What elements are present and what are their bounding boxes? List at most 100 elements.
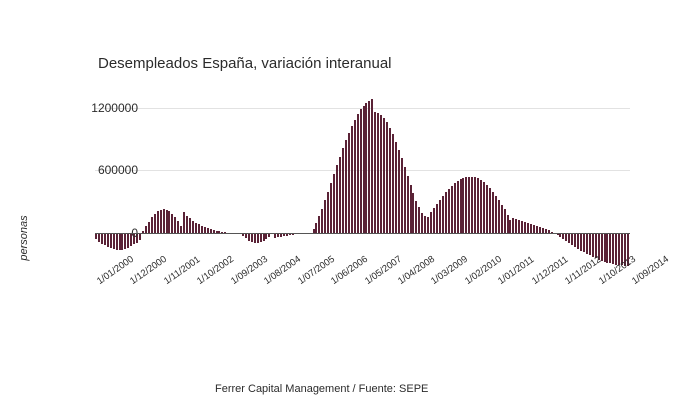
- chart-title: Desempleados España, variación interanua…: [98, 55, 392, 72]
- data-bar-81: [333, 174, 335, 233]
- data-bar-133: [486, 185, 488, 233]
- data-bar-131: [480, 180, 482, 233]
- data-bar-144: [518, 220, 520, 233]
- data-bar-102: [395, 142, 397, 234]
- data-bar-93: [368, 101, 370, 234]
- data-bar-27: [174, 217, 176, 233]
- data-bar-130: [477, 178, 479, 233]
- data-bar-109: [415, 201, 417, 233]
- y-axis-tick-1200000: 1200000: [78, 101, 138, 115]
- data-bar-32: [189, 218, 191, 233]
- data-bar-91: [363, 106, 365, 234]
- data-bar-132: [483, 182, 485, 233]
- data-bar-83: [339, 157, 341, 233]
- data-bar-90: [360, 109, 362, 233]
- data-bar-55: [257, 233, 259, 243]
- data-bar-173: [604, 233, 606, 262]
- data-bar-146: [524, 222, 526, 233]
- data-bar-101: [392, 134, 394, 233]
- data-bar-107: [410, 185, 412, 233]
- data-bar-84: [342, 148, 344, 233]
- data-bar-56: [260, 233, 262, 242]
- data-bar-111: [421, 213, 423, 233]
- data-bar-79: [327, 192, 329, 233]
- data-bar-128: [471, 177, 473, 233]
- data-bar-54: [254, 233, 256, 243]
- data-bar-24: [166, 210, 168, 234]
- y-axis-tick-600000: 600000: [78, 163, 138, 177]
- data-bar-26: [171, 214, 173, 234]
- data-bar-143: [515, 219, 517, 234]
- data-bar-53: [251, 233, 253, 242]
- data-bar-76: [318, 216, 320, 233]
- data-bar-162: [571, 233, 573, 245]
- data-bar-166: [583, 233, 585, 252]
- data-bar-165: [580, 233, 582, 250]
- data-bar-30: [183, 212, 185, 233]
- data-bar-92: [365, 103, 367, 234]
- data-bar-22: [160, 210, 162, 233]
- x-axis-tick-1-09-2014: 1/09/2014: [630, 254, 671, 287]
- data-bar-117: [439, 200, 441, 233]
- data-bar-20: [154, 214, 156, 233]
- data-bar-87: [351, 126, 353, 233]
- footer-credit: Ferrer Capital Management / Fuente: SEPE: [215, 383, 428, 395]
- data-bar-25: [168, 211, 170, 233]
- data-bar-95: [374, 112, 376, 233]
- data-bar-119: [445, 192, 447, 233]
- data-bar-94: [371, 99, 373, 233]
- data-bar-23: [163, 209, 165, 233]
- data-bar-88: [354, 120, 356, 233]
- data-bar-160: [565, 233, 567, 241]
- data-bar-127: [468, 177, 470, 233]
- data-bar-28: [177, 221, 179, 233]
- data-bar-96: [377, 113, 379, 233]
- data-bar-103: [398, 150, 400, 233]
- data-bar-114: [430, 212, 432, 233]
- data-bar-141: [509, 220, 511, 233]
- data-bar-150: [536, 226, 538, 233]
- zero-axis-line: [95, 233, 630, 234]
- data-bar-126: [465, 177, 467, 233]
- data-bar-145: [521, 221, 523, 233]
- data-bar-57: [263, 233, 265, 241]
- data-bar-161: [568, 233, 570, 243]
- data-bar-105: [404, 167, 406, 233]
- data-bar-77: [321, 209, 323, 234]
- data-bar-136: [495, 196, 497, 234]
- data-bar-121: [451, 186, 453, 233]
- data-bar-112: [424, 216, 426, 233]
- data-bar-97: [380, 115, 382, 234]
- data-bar-124: [460, 179, 462, 233]
- data-bar-29: [180, 226, 182, 233]
- data-bar-34: [195, 223, 197, 234]
- data-bar-122: [454, 183, 456, 233]
- data-bar-118: [442, 196, 444, 233]
- data-bar-125: [462, 178, 464, 233]
- data-bar-142: [512, 218, 514, 234]
- data-bar-134: [489, 188, 491, 233]
- data-bar-98: [383, 118, 385, 234]
- data-bar-149: [533, 225, 535, 233]
- data-bar-137: [498, 200, 500, 233]
- data-bar-148: [530, 224, 532, 233]
- data-bar-52: [248, 233, 250, 240]
- data-bar-33: [192, 221, 194, 234]
- data-bar-163: [574, 233, 576, 247]
- data-bar-167: [586, 233, 588, 254]
- data-bar-89: [357, 114, 359, 233]
- data-bar-18: [148, 222, 150, 234]
- data-bar-164: [577, 233, 579, 249]
- data-bar-78: [324, 200, 326, 233]
- data-bar-35: [198, 224, 200, 233]
- data-bar-104: [401, 158, 403, 233]
- data-bar-108: [412, 193, 414, 233]
- data-bar-80: [330, 183, 332, 233]
- x-axis-ticks: 1/01/2000 1/12/2000 1/11/2001 1/10/2002 1/09…: [95, 278, 630, 338]
- data-bar-120: [448, 189, 450, 233]
- data-bar-21: [157, 211, 159, 233]
- data-bar-177: [615, 233, 617, 265]
- data-bar-19: [151, 217, 153, 233]
- data-bar-168: [589, 233, 591, 255]
- data-bar-140: [507, 215, 509, 234]
